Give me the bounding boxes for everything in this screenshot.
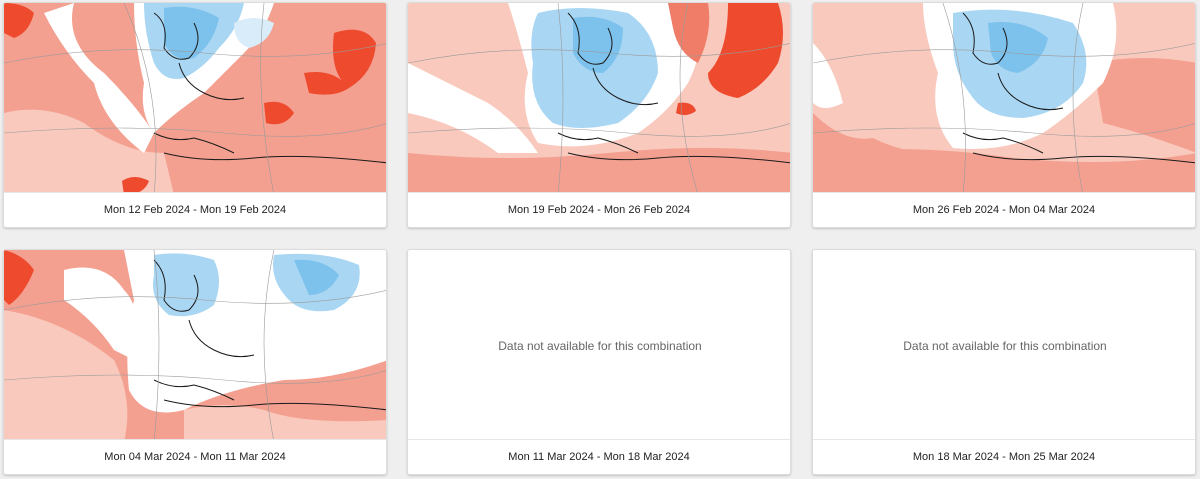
forecast-card[interactable]: Data not available for this combination … bbox=[812, 249, 1196, 475]
anomaly-map[interactable] bbox=[408, 3, 790, 195]
period-label: Mon 11 Mar 2024 - Mon 18 Mar 2024 bbox=[408, 439, 790, 474]
period-label: Mon 18 Mar 2024 - Mon 25 Mar 2024 bbox=[813, 439, 1195, 474]
forecast-card[interactable]: Mon 26 Feb 2024 - Mon 04 Mar 2024 bbox=[812, 2, 1196, 228]
no-data-message: Data not available for this combination bbox=[498, 339, 702, 353]
anomaly-map[interactable] bbox=[4, 250, 386, 442]
no-data-message: Data not available for this combination bbox=[903, 339, 1107, 353]
forecast-card[interactable]: Mon 04 Mar 2024 - Mon 11 Mar 2024 bbox=[3, 249, 387, 475]
period-label: Mon 19 Feb 2024 - Mon 26 Feb 2024 bbox=[408, 192, 790, 227]
forecast-card[interactable]: Data not available for this combination … bbox=[407, 249, 791, 475]
europe-map-icon bbox=[4, 3, 386, 195]
period-label: Mon 04 Mar 2024 - Mon 11 Mar 2024 bbox=[4, 439, 386, 474]
anomaly-map[interactable] bbox=[813, 3, 1195, 195]
europe-map-icon bbox=[4, 250, 386, 442]
anomaly-map[interactable] bbox=[4, 3, 386, 195]
period-label: Mon 12 Feb 2024 - Mon 19 Feb 2024 bbox=[4, 192, 386, 227]
forecast-card[interactable]: Mon 19 Feb 2024 - Mon 26 Feb 2024 bbox=[407, 2, 791, 228]
forecast-card[interactable]: Mon 12 Feb 2024 - Mon 19 Feb 2024 bbox=[3, 2, 387, 228]
period-label: Mon 26 Feb 2024 - Mon 04 Mar 2024 bbox=[813, 192, 1195, 227]
europe-map-icon bbox=[813, 3, 1195, 195]
europe-map-icon bbox=[408, 3, 790, 195]
